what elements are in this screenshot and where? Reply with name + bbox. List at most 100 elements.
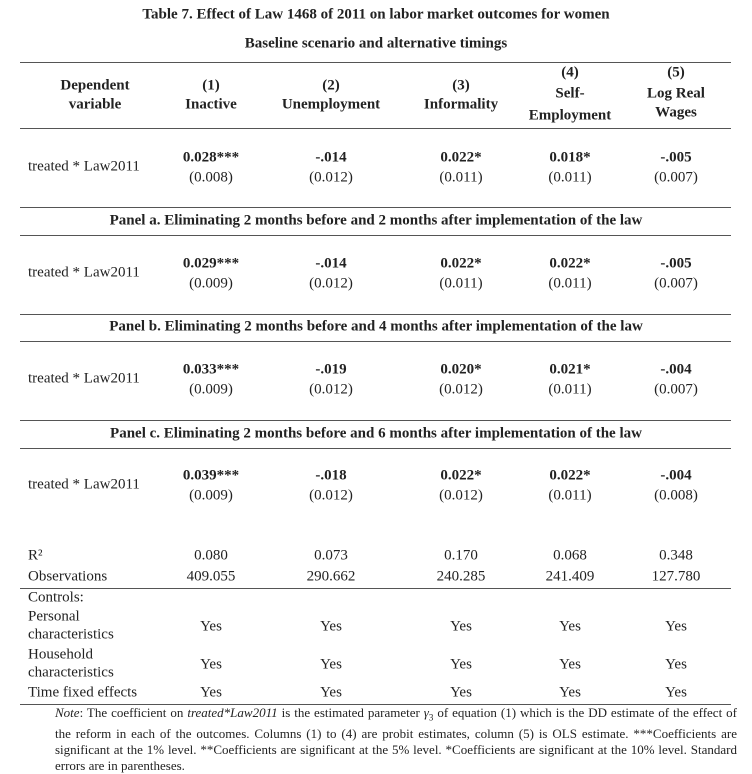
coefficient: -.019 [315,361,347,378]
control-value: Yes [320,618,342,635]
row-label: treated * Law2011 [28,476,140,493]
coefficient: 0.022* [440,149,482,166]
control-value: Yes [559,618,581,635]
column-label: Unemployment [281,96,381,113]
stat-value: 127.780 [651,568,701,585]
std-error: (0.011) [548,487,592,504]
std-error: (0.009) [189,381,233,398]
control-value: Yes [450,618,472,635]
std-error: (0.012) [309,275,353,292]
column-number: (2) [322,77,340,94]
rule [20,588,731,589]
column-number: (3) [452,77,470,94]
rule [20,420,731,421]
std-error: (0.012) [439,381,483,398]
std-error: (0.008) [189,169,233,186]
control-value: Yes [320,656,342,673]
std-error: (0.009) [189,275,233,292]
panel-title: Panel b. Eliminating 2 months before and… [109,318,643,335]
control-label: Time fixed effects [28,684,138,701]
column-number: (5) [667,64,685,81]
stat-value: 409.055 [186,568,236,585]
control-label: Personal [28,608,80,625]
coefficient: 0.022* [440,255,482,272]
column-number: (1) [202,77,220,94]
note-text: : The coefficient on [79,705,188,720]
note-text: is the estimated parameter [277,705,424,720]
control-value: Yes [200,656,222,673]
coefficient: 0.029*** [182,255,240,272]
rule [20,704,731,705]
coefficient: 0.022* [440,467,482,484]
coefficient: -.014 [315,255,347,272]
coefficient: 0.028*** [182,149,240,166]
coefficient: -.005 [660,149,692,166]
control-value: Yes [200,618,222,635]
std-error: (0.009) [189,487,233,504]
rule [20,314,731,315]
stat-value: 0.348 [659,547,693,564]
panel-title: Panel a. Eliminating 2 months before and… [109,212,643,229]
column-label: Inactive [185,96,237,113]
std-error: (0.012) [309,487,353,504]
std-error: (0.007) [654,381,698,398]
control-value: Yes [450,684,472,701]
coefficient: 0.021* [549,361,591,378]
stat-value: 0.170 [444,547,478,564]
control-value: Yes [665,684,687,701]
rule [20,207,731,208]
std-error: (0.012) [309,381,353,398]
stat-label: R² [28,547,43,564]
rule [20,448,731,449]
coefficient: -.004 [660,467,692,484]
control-value: Yes [450,656,472,673]
stat-label: Observations [28,568,108,585]
std-error: (0.012) [439,487,483,504]
column-number: (4) [561,64,579,81]
stat-value: 0.068 [553,547,587,564]
control-value: Yes [320,684,342,701]
stat-value: 0.080 [194,547,228,564]
control-value: Yes [559,656,581,673]
coefficient: 0.018* [549,149,591,166]
panel-title: Panel c. Eliminating 2 months before and… [110,425,642,442]
note: Note: The coefficient on treated*Law2011… [55,705,737,774]
column-label: Log Real [647,85,705,102]
row-label: treated * Law2011 [28,158,140,175]
note-text: of equation (1) which is the DD estimate… [55,705,737,773]
coefficient: -.005 [660,255,692,272]
column-label: Employment [528,107,612,124]
control-value: Yes [665,656,687,673]
table-subtitle: Baseline scenario and alternative timing… [244,35,508,52]
rule [20,341,731,342]
coefficient: -.004 [660,361,692,378]
rule [20,128,731,129]
coefficient: 0.022* [549,255,591,272]
header-dependent: variable [68,96,122,113]
std-error: (0.011) [439,275,483,292]
row-label: treated * Law2011 [28,370,140,387]
stat-value: 0.073 [314,547,348,564]
std-error: (0.011) [548,169,592,186]
coefficient: -.014 [315,149,347,166]
column-label: Informality [423,96,499,113]
stat-value: 240.285 [436,568,486,585]
control-label: characteristics [28,664,114,681]
coefficient: 0.020* [440,361,482,378]
std-error: (0.012) [309,169,353,186]
coefficient: 0.022* [549,467,591,484]
std-error: (0.011) [548,381,592,398]
note-text: γ [423,705,429,720]
stat-value: 241.409 [545,568,595,585]
note-text: treated*Law2011 [187,705,278,720]
note-text: 3 [428,712,434,723]
column-label: Wages [655,104,697,121]
rule [20,235,731,236]
std-error: (0.007) [654,169,698,186]
std-error: (0.008) [654,487,698,504]
coefficient: 0.033*** [182,361,240,378]
control-label: Household [28,646,93,663]
std-error: (0.011) [548,275,592,292]
control-value: Yes [559,684,581,701]
